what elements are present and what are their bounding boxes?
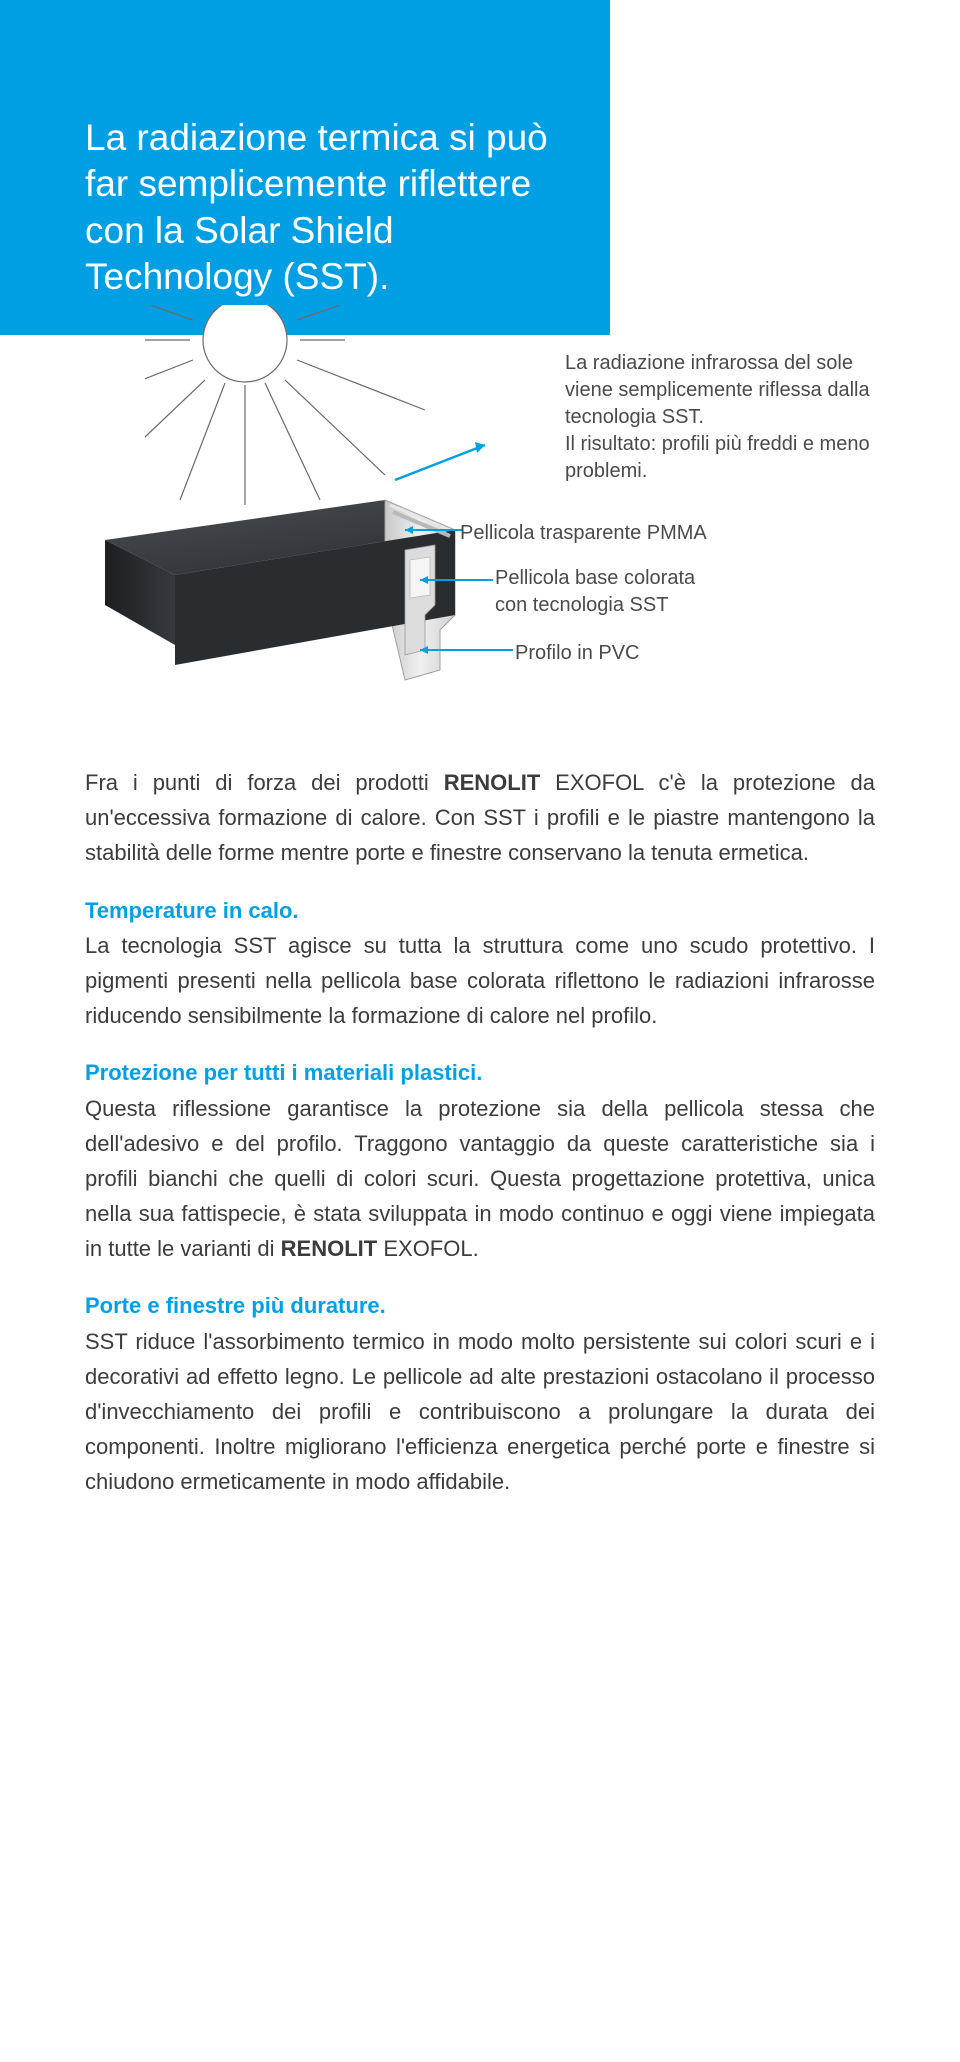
section-1: Temperature in calo. La tecnologia SST a…	[85, 893, 875, 1034]
subhead-2: Protezione per tutti i materiali plastic…	[85, 1060, 482, 1085]
label-sst-line1: Pellicola base colorata	[495, 567, 695, 589]
diagram-container: La radiazione infrarossa del sole viene …	[85, 335, 875, 715]
intro-paragraph: Fra i punti di forza dei prodotti RENOLI…	[85, 765, 875, 871]
caption-line-2: Il risultato: profili più freddi e meno …	[565, 433, 870, 482]
caption-line-1: La radiazione infrarossa del sole viene …	[565, 352, 870, 428]
brand-name-2a: RENOLIT	[281, 1236, 378, 1261]
para4: SST riduce l'assorbimento termico in mod…	[85, 1329, 875, 1495]
subhead-1: Temperature in calo.	[85, 898, 299, 923]
brand-name-1b: EXOFOL	[540, 770, 643, 795]
brand-name-1a: RENOLIT	[444, 770, 541, 795]
diagram-caption: La radiazione infrarossa del sole viene …	[565, 350, 875, 485]
subhead-3: Porte e finestre più durature.	[85, 1293, 386, 1318]
body-content: Fra i punti di forza dei prodotti RENOLI…	[85, 765, 875, 1522]
label-pmma: Pellicola trasparente PMMA	[460, 520, 707, 547]
page-title: La radiazione termica si può far semplic…	[85, 115, 570, 300]
para3-b: .	[473, 1236, 479, 1261]
para3-a: Questa riflessione garantisce la protezi…	[85, 1096, 875, 1262]
section-3: Porte e finestre più durature. SST riduc…	[85, 1288, 875, 1499]
section-2: Protezione per tutti i materiali plastic…	[85, 1055, 875, 1266]
brand-name-2b: EXOFOL	[377, 1236, 472, 1261]
header-panel: La radiazione termica si può far semplic…	[0, 0, 610, 335]
para2: La tecnologia SST agisce su tutta la str…	[85, 933, 875, 1028]
label-sst-line2: con tecnologia SST	[495, 594, 668, 616]
label-sst: Pellicola base colorata con tecnologia S…	[495, 565, 695, 619]
profile-diagram	[85, 450, 535, 730]
para1-a: Fra i punti di forza dei prodotti	[85, 770, 444, 795]
label-pvc: Profilo in PVC	[515, 640, 640, 667]
